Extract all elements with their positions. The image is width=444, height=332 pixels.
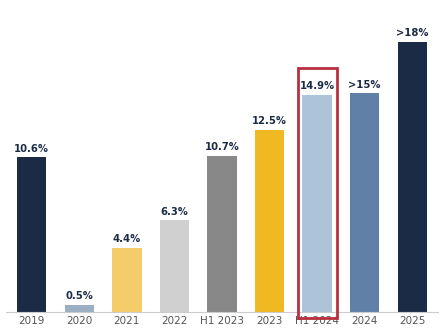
Bar — [160, 220, 189, 312]
Text: 4.4%: 4.4% — [113, 234, 141, 244]
Bar — [112, 248, 142, 312]
Bar — [207, 156, 237, 312]
Bar — [350, 93, 380, 312]
Text: >18%: >18% — [396, 29, 428, 39]
Bar — [397, 42, 427, 312]
Bar — [297, 68, 337, 318]
Bar — [17, 157, 47, 312]
Text: 10.6%: 10.6% — [14, 144, 49, 154]
Bar — [302, 95, 332, 312]
Text: 6.3%: 6.3% — [160, 207, 188, 216]
Text: 14.9%: 14.9% — [300, 81, 335, 91]
Bar — [255, 130, 284, 312]
Text: >15%: >15% — [349, 80, 381, 90]
Text: 10.7%: 10.7% — [205, 142, 239, 152]
Bar — [64, 305, 94, 312]
Text: 12.5%: 12.5% — [252, 116, 287, 126]
Text: 0.5%: 0.5% — [65, 291, 93, 301]
